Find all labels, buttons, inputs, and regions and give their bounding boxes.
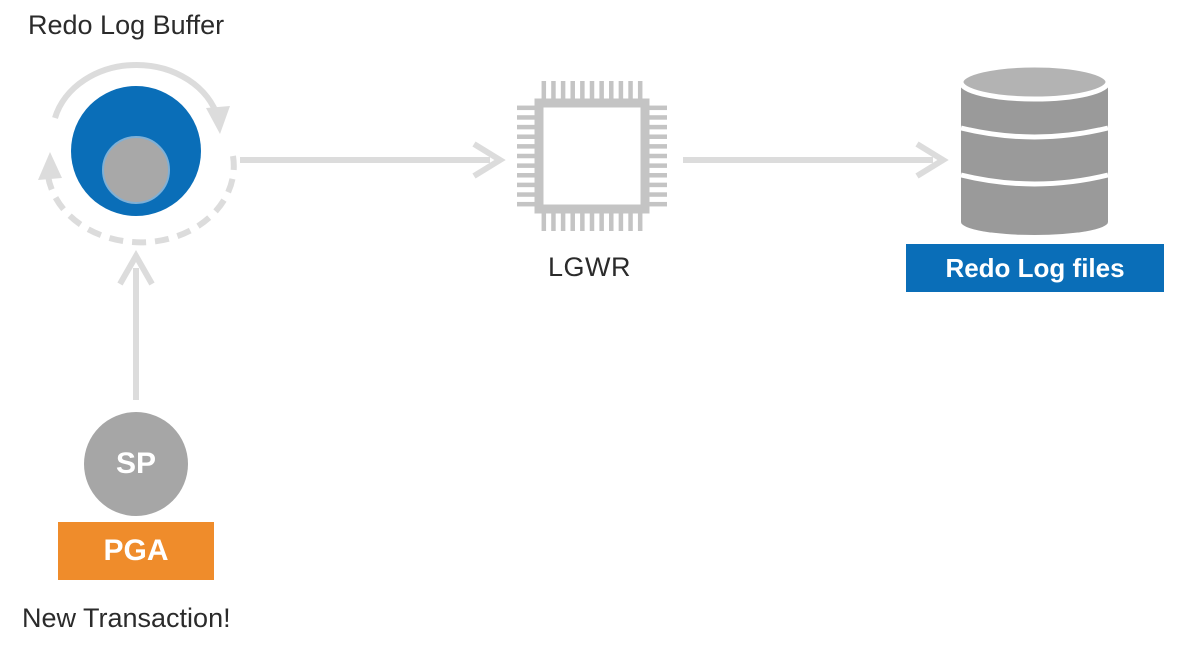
chip-pin-right: [645, 192, 667, 197]
chip-pin-bottom: [541, 209, 547, 231]
buffer-inner-circle: [102, 136, 170, 204]
arrow-buffer-to-lgwr: [240, 141, 506, 179]
database-band-1: [960, 125, 1109, 140]
buffer-bottom-arc: [45, 155, 237, 246]
chip-pin-top: [628, 81, 633, 103]
chip-pin-top: [570, 81, 575, 103]
chip-pin-right: [645, 105, 667, 111]
chip-pin-left: [517, 192, 539, 197]
chip-pin-right: [645, 115, 667, 120]
server-process-node: SP: [84, 412, 188, 516]
arrow-lgwr-to-files: [683, 141, 949, 179]
chip-pin-left: [517, 124, 539, 130]
chip-pin-right: [645, 153, 667, 159]
buffer-top-arc: [52, 61, 221, 119]
cpu-chip-icon: [517, 81, 667, 231]
chip-pin-right: [645, 201, 667, 207]
chip-pin-top: [541, 81, 547, 103]
chip-pin-top: [560, 81, 566, 103]
database-bottom: [961, 209, 1108, 235]
database-band-2: [960, 172, 1109, 187]
chip-pin-top: [551, 81, 556, 103]
chip-pin-bottom: [637, 209, 643, 231]
chip-pin-right: [645, 173, 667, 178]
database-body: [961, 82, 1108, 222]
chip-pin-left: [517, 153, 539, 159]
new-transaction-label: New Transaction!: [22, 603, 231, 633]
chip-pin-top: [637, 81, 643, 103]
chip-pin-bottom: [580, 209, 585, 231]
chip-pin-top: [580, 81, 585, 103]
chip-pin-top: [618, 81, 624, 103]
chip-pin-bottom: [599, 209, 604, 231]
chip-pin-left: [517, 173, 539, 178]
chip-pin-bottom: [609, 209, 614, 231]
chip-pin-right: [645, 144, 667, 149]
database-top: [958, 62, 1111, 102]
lgwr-label: LGWR: [548, 252, 631, 282]
chip-pin-left: [517, 182, 539, 188]
chip-pin-right: [645, 134, 667, 139]
chip-pin-right: [645, 124, 667, 130]
chip-pin-top: [599, 81, 604, 103]
chip-body: [534, 98, 650, 214]
chip-pin-left: [517, 144, 539, 149]
circular-arrows-icon: [38, 61, 237, 246]
buffer-top-arrowhead: [206, 106, 230, 134]
arrow-sp-to-buffer: [117, 249, 155, 400]
redo-log-files-badge: Redo Log files: [906, 244, 1164, 292]
pga-badge: PGA: [58, 522, 214, 580]
database-icon: [958, 62, 1111, 235]
chip-pin-bottom: [560, 209, 566, 231]
chip-pin-left: [517, 201, 539, 207]
chip-pin-bottom: [618, 209, 624, 231]
chip-pin-left: [517, 105, 539, 111]
chip-pin-left: [517, 134, 539, 139]
chip-pin-bottom: [570, 209, 575, 231]
chip-pin-left: [517, 163, 539, 168]
chip-pin-bottom: [589, 209, 595, 231]
chip-pin-right: [645, 182, 667, 188]
redo-log-buffer-label: Redo Log Buffer: [28, 10, 225, 40]
chip-pin-top: [589, 81, 595, 103]
buffer-bottom-arrowhead: [38, 152, 62, 180]
chip-pin-bottom: [551, 209, 556, 231]
chip-pin-left: [517, 115, 539, 120]
chip-pin-top: [609, 81, 614, 103]
chip-pin-right: [645, 163, 667, 168]
chip-pin-bottom: [628, 209, 633, 231]
redo-log-buffer-icon: [71, 86, 201, 216]
